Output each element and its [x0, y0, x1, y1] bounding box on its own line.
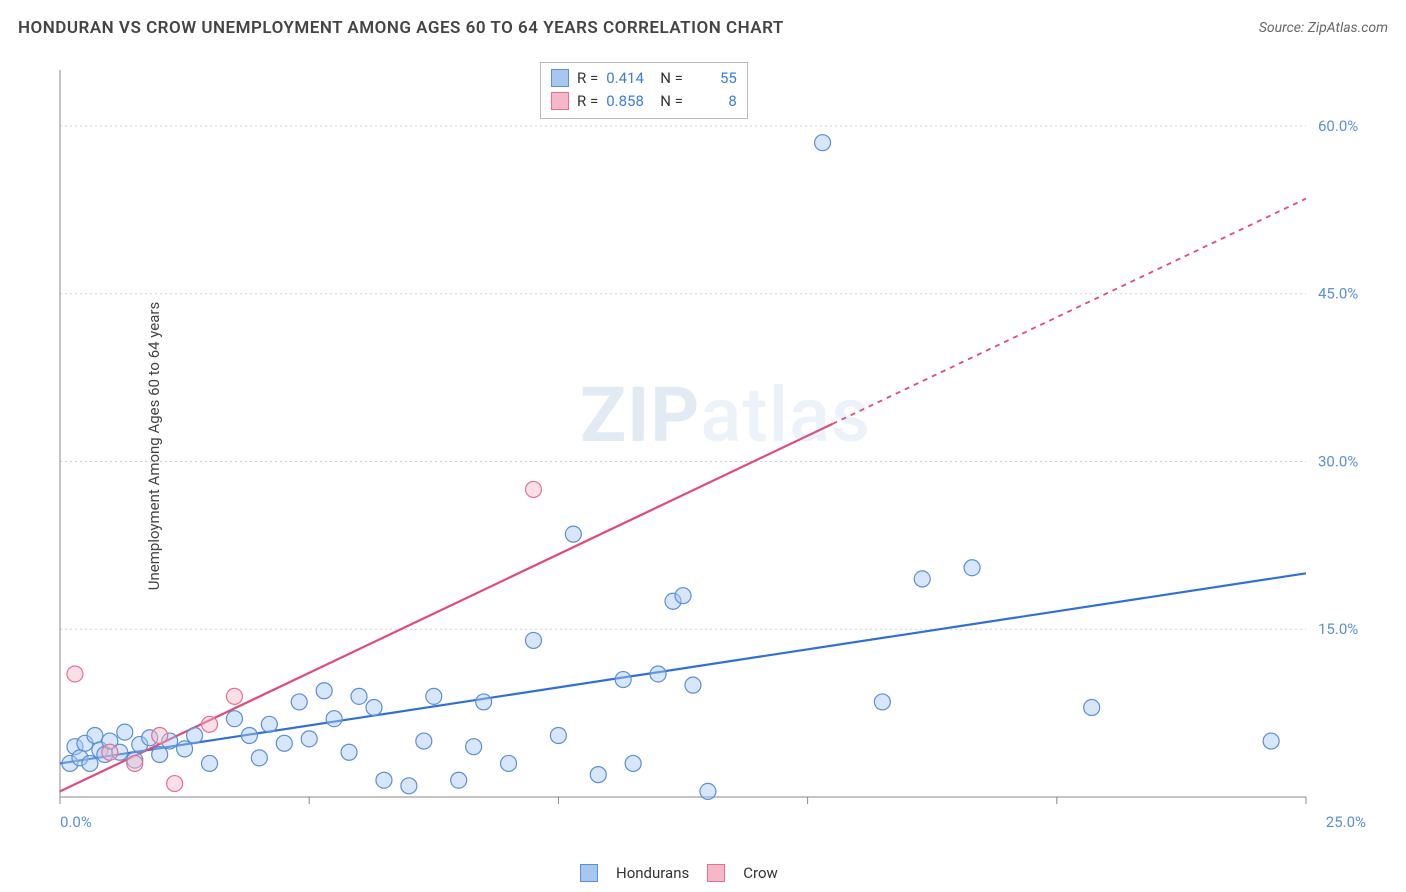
data-point-hondurans	[251, 750, 267, 766]
data-point-hondurans	[426, 688, 442, 704]
scatter-plot: 15.0% 30.0% 45.0% 60.0% 0.0% 25.0%	[50, 60, 1386, 842]
data-point-hondurans	[565, 526, 581, 542]
data-point-hondurans	[261, 716, 277, 732]
stat-r-label: R =	[577, 67, 598, 90]
stat-n-label: N =	[660, 90, 683, 113]
data-point-hondurans	[326, 711, 342, 727]
legend-swatch-crow	[707, 864, 725, 882]
stat-n-label: N =	[660, 67, 683, 90]
series-legend: Hondurans Crow	[580, 864, 778, 882]
y-tick-label: 60.0%	[1318, 117, 1358, 135]
data-point-hondurans	[815, 135, 831, 151]
chart-title: HONDURAN VS CROW UNEMPLOYMENT AMONG AGES…	[18, 18, 784, 38]
data-point-hondurans	[87, 727, 103, 743]
data-point-hondurans	[501, 755, 517, 771]
data-point-hondurans	[685, 677, 701, 693]
data-point-hondurans	[351, 688, 367, 704]
data-point-hondurans	[376, 772, 392, 788]
stat-r-label: R =	[577, 90, 598, 113]
data-point-hondurans	[874, 694, 890, 710]
stats-row-hondurans: R = 0.414 N = 55	[551, 67, 737, 90]
stats-row-crow: R = 0.858 N = 8	[551, 90, 737, 113]
data-point-hondurans	[316, 683, 332, 699]
data-point-hondurans	[416, 733, 432, 749]
y-tick-label: 45.0%	[1318, 285, 1358, 303]
data-point-crow	[525, 481, 541, 497]
data-point-hondurans	[590, 767, 606, 783]
data-point-crow	[67, 666, 83, 682]
data-point-crow	[127, 755, 143, 771]
data-point-hondurans	[476, 694, 492, 710]
title-bar: HONDURAN VS CROW UNEMPLOYMENT AMONG AGES…	[18, 18, 1388, 38]
data-point-crow	[226, 688, 242, 704]
chart-area: 15.0% 30.0% 45.0% 60.0% 0.0% 25.0%	[50, 60, 1386, 842]
source-name: ZipAtlas.com	[1308, 20, 1388, 36]
data-point-hondurans	[525, 632, 541, 648]
data-point-hondurans	[615, 672, 631, 688]
data-point-hondurans	[366, 700, 382, 716]
data-point-crow	[102, 744, 118, 760]
data-point-hondurans	[301, 731, 317, 747]
y-tick-label: 30.0%	[1318, 452, 1358, 470]
data-point-hondurans	[341, 744, 357, 760]
source-attribution: Source: ZipAtlas.com	[1259, 20, 1388, 36]
data-point-crow	[152, 727, 168, 743]
stat-n-value: 8	[691, 90, 737, 113]
data-point-hondurans	[914, 571, 930, 587]
stat-r-value: 0.858	[606, 90, 652, 113]
data-point-hondurans	[550, 727, 566, 743]
x-tick-label: 0.0%	[60, 813, 92, 831]
data-point-hondurans	[1084, 700, 1100, 716]
data-point-hondurans	[276, 735, 292, 751]
swatch-crow	[551, 92, 569, 110]
data-point-hondurans	[202, 755, 218, 771]
legend-swatch-hondurans	[580, 864, 598, 882]
data-point-hondurans	[675, 588, 691, 604]
data-point-hondurans	[241, 727, 257, 743]
data-point-hondurans	[177, 741, 193, 757]
data-point-hondurans	[700, 783, 716, 799]
data-point-hondurans	[451, 772, 467, 788]
data-point-crow	[202, 716, 218, 732]
y-tick-label: 15.0%	[1318, 620, 1358, 638]
data-point-hondurans	[291, 694, 307, 710]
data-point-hondurans	[187, 727, 203, 743]
legend-label-hondurans: Hondurans	[616, 864, 689, 882]
data-point-hondurans	[117, 724, 133, 740]
data-point-hondurans	[625, 755, 641, 771]
data-point-hondurans	[226, 711, 242, 727]
data-point-hondurans	[82, 755, 98, 771]
data-point-hondurans	[964, 560, 980, 576]
stat-n-value: 55	[691, 67, 737, 90]
data-point-hondurans	[1263, 733, 1279, 749]
data-point-hondurans	[152, 746, 168, 762]
data-point-hondurans	[650, 666, 666, 682]
data-point-hondurans	[401, 778, 417, 794]
correlation-stats-box: R = 0.414 N = 55 R = 0.858 N = 8	[540, 62, 748, 119]
legend-label-crow: Crow	[743, 864, 778, 882]
swatch-hondurans	[551, 69, 569, 87]
data-point-crow	[167, 776, 183, 792]
stat-r-value: 0.414	[606, 67, 652, 90]
x-tick-label: 25.0%	[1326, 813, 1366, 831]
source-label: Source:	[1259, 20, 1304, 36]
trend-line-dashed-crow	[833, 199, 1306, 424]
data-point-hondurans	[466, 739, 482, 755]
